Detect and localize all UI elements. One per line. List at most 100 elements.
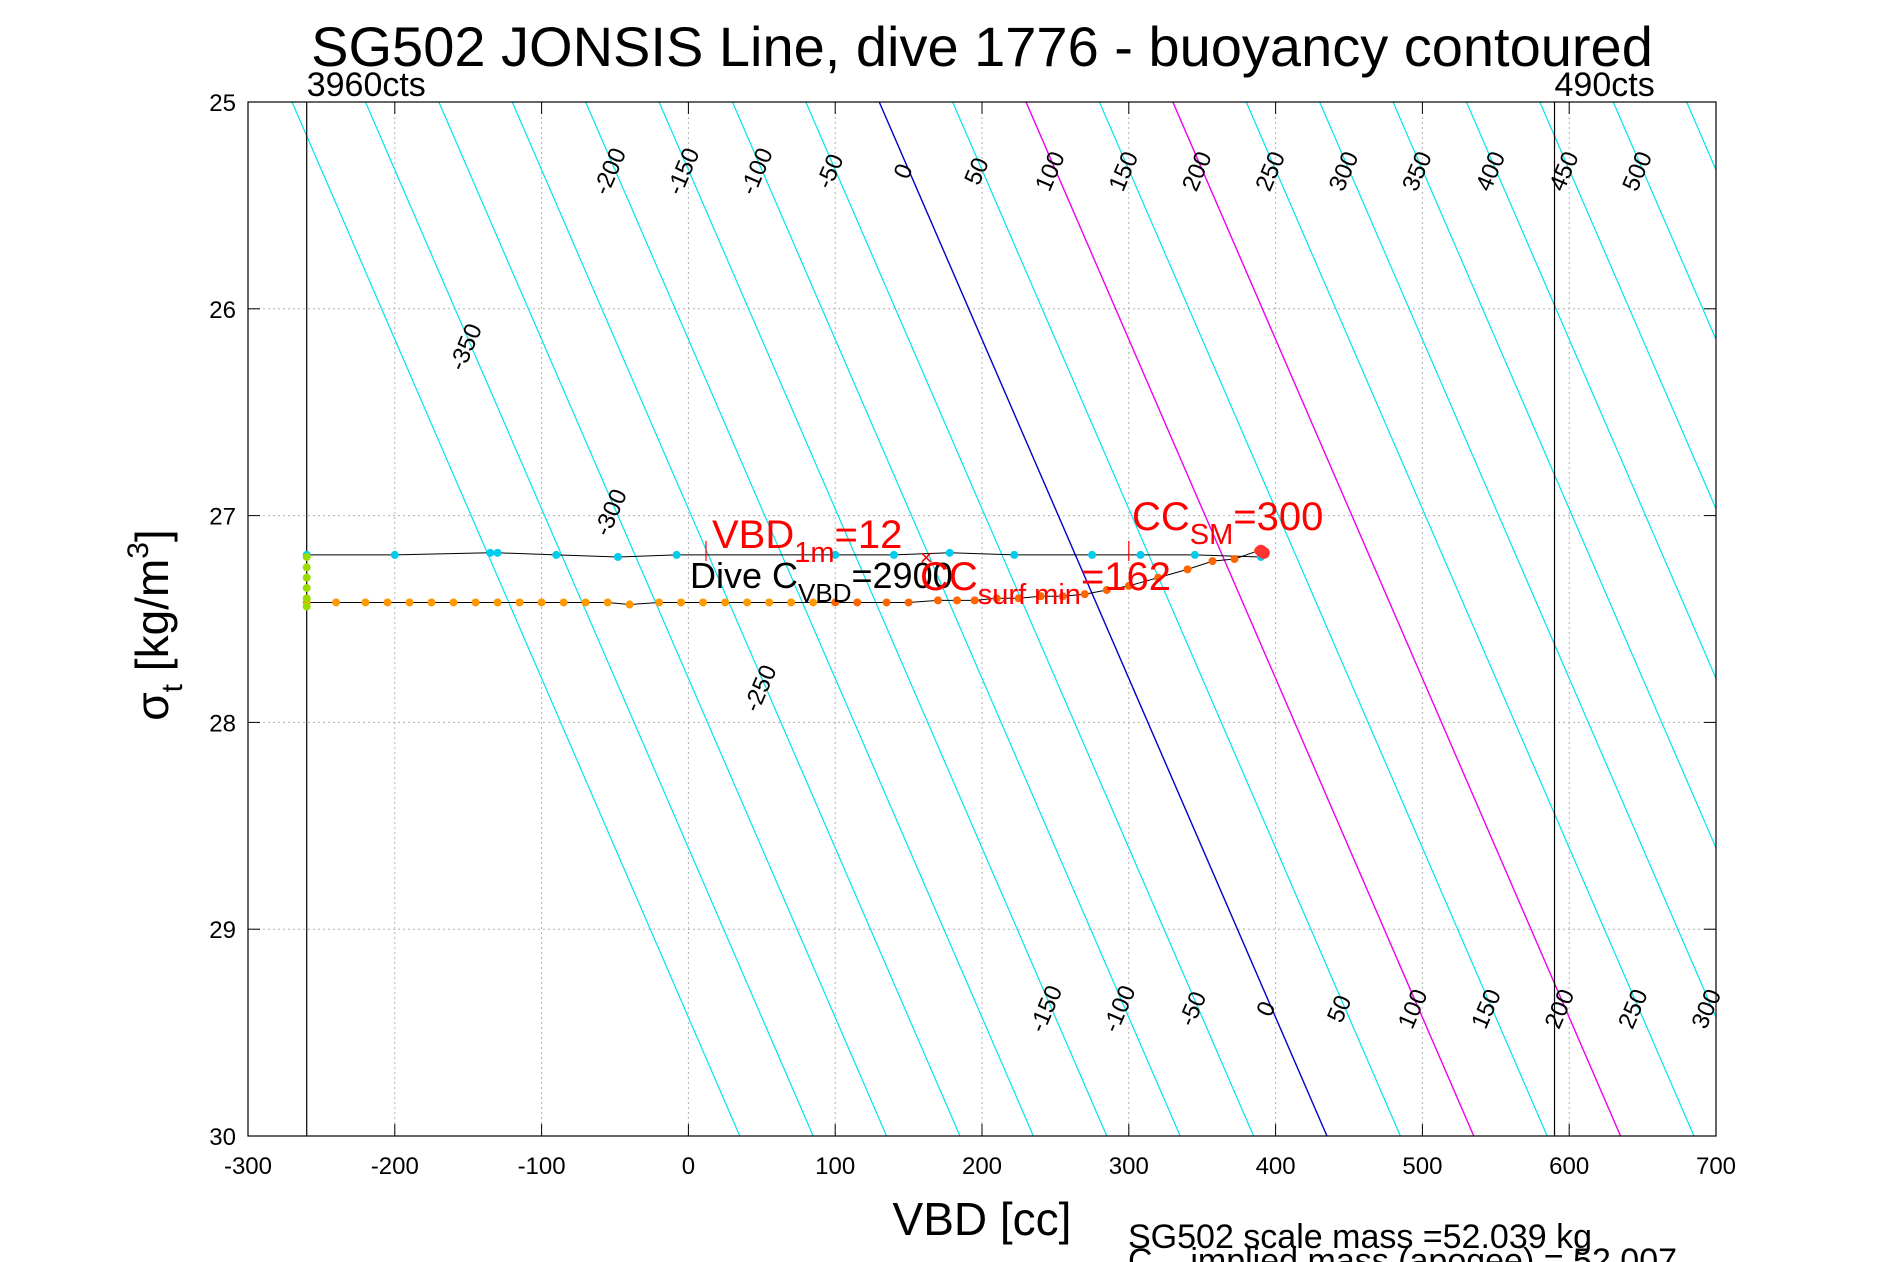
annotation-cc_surfmin: CCsurf min=162 xyxy=(920,555,1171,611)
y-axis-label-rest: [kg/m xyxy=(126,559,178,684)
data-point-climb xyxy=(1010,550,1019,559)
data-point-dive-deep xyxy=(1080,590,1089,599)
x-tick-label: -100 xyxy=(518,1153,566,1180)
data-point-dive xyxy=(603,598,612,607)
limit-label: 490cts xyxy=(1555,66,1655,104)
data-point-dive-deep xyxy=(1058,592,1067,601)
data-point-dive-deep xyxy=(882,598,891,607)
annotation-value: =12 xyxy=(835,513,903,557)
contour-line xyxy=(364,102,814,1136)
y-axis-label-close: ] xyxy=(126,529,178,542)
data-point-dive xyxy=(427,598,436,607)
x-axis-label: VBD [cc] xyxy=(893,1193,1072,1245)
y-tick-label: 27 xyxy=(209,504,236,531)
x-tick-label: 0 xyxy=(682,1153,695,1180)
annotation-value: =2900 xyxy=(852,555,953,596)
data-point-apogee xyxy=(1257,546,1270,559)
contour-line xyxy=(878,102,1328,1136)
data-point-dive-deep xyxy=(853,598,862,607)
annotation-ccsm: CCSM=300 xyxy=(1132,495,1323,551)
data-point-dive xyxy=(765,598,774,607)
contour-line xyxy=(731,102,1181,1136)
data-point-dive-deep xyxy=(1230,555,1239,564)
x-tick-label: 200 xyxy=(962,1153,1002,1180)
data-point-surface xyxy=(302,594,311,603)
footer-implied-mass-rest: implied mass (apogee) = 52.007 xyxy=(1153,1242,1677,1262)
annotation-sub: VBD xyxy=(798,578,851,608)
annotation-main: CC xyxy=(920,555,978,599)
data-point-dive xyxy=(515,598,524,607)
annotation-main: CC xyxy=(1132,495,1190,539)
data-point-dive xyxy=(537,598,546,607)
data-point-dive-deep xyxy=(1036,592,1045,601)
annotation-value: =300 xyxy=(1233,495,1323,539)
contour-line xyxy=(1686,102,1716,172)
contour-line xyxy=(1392,102,1716,850)
data-point-surface xyxy=(302,563,311,572)
footer-scale-mass: SG502 scale mass =52.039 kg xyxy=(1128,1218,1592,1256)
x-tick-label: 400 xyxy=(1256,1153,1296,1180)
data-point-dive-deep xyxy=(1154,573,1163,582)
contour-line xyxy=(438,102,888,1136)
data-point-climb xyxy=(889,550,898,559)
y-tick-label: 28 xyxy=(209,710,236,737)
data-point-climb xyxy=(390,550,399,559)
x-tick-label: 300 xyxy=(1109,1153,1149,1180)
data-point-dive-deep xyxy=(831,598,840,607)
data-point-dive-deep xyxy=(1183,565,1192,574)
contour-line xyxy=(952,102,1401,1136)
annotation-value: =162 xyxy=(1081,555,1171,599)
data-point-dive xyxy=(449,598,458,607)
data-point-climb xyxy=(672,550,681,559)
data-point-dive xyxy=(361,598,370,607)
contour-line xyxy=(585,102,1034,1136)
data-point-dive xyxy=(655,598,664,607)
annotation-main: Dive C xyxy=(690,555,798,596)
data-point-climb xyxy=(1088,550,1097,559)
buoyancy-contours xyxy=(291,102,1716,1136)
data-point-dive-deep xyxy=(1102,586,1111,595)
contour-line xyxy=(511,102,961,1136)
x-tick-label: -300 xyxy=(224,1153,272,1180)
y-tick-label: 29 xyxy=(209,917,236,944)
data-point-dive xyxy=(471,598,480,607)
chart-title: SG502 JONSIS Line, dive 1776 - buoyancy … xyxy=(311,15,1653,78)
x-tick-label: -200 xyxy=(371,1153,419,1180)
x-tick-label: 600 xyxy=(1549,1153,1589,1180)
data-point-climb xyxy=(945,548,954,557)
data-point-surface xyxy=(302,552,311,561)
data-point-dive xyxy=(743,598,752,607)
y-tick-label: 25 xyxy=(209,90,236,117)
data-point-surface xyxy=(302,583,311,592)
data-point-dive-deep xyxy=(1014,594,1023,603)
annotation-sub: 1m xyxy=(794,537,834,569)
contour-line xyxy=(658,102,1108,1136)
data-point-dive xyxy=(405,598,414,607)
limit-label: 3960cts xyxy=(307,66,426,104)
data-series xyxy=(302,544,1270,611)
contour-line xyxy=(1098,102,1548,1136)
y-axis-label: σt [kg/m3] xyxy=(122,529,189,720)
data-point-surface xyxy=(302,573,311,582)
contour-line xyxy=(1319,102,1716,1019)
data-point-dive-deep xyxy=(1124,581,1133,590)
data-point-climb xyxy=(1190,550,1199,559)
data-point-dive xyxy=(493,598,502,607)
data-point-dive-deep xyxy=(1208,557,1217,566)
x-tick-label: 100 xyxy=(815,1153,855,1180)
data-point-dive xyxy=(677,598,686,607)
annotation-main: VBD xyxy=(712,513,794,557)
contour-line xyxy=(805,102,1255,1136)
data-point-dive-deep xyxy=(933,596,942,605)
data-point-dive xyxy=(581,598,590,607)
y-tick-label: 26 xyxy=(209,297,236,324)
data-point-climb xyxy=(831,550,840,559)
annotation-dive_cvbd: Dive CVBD=2900 xyxy=(690,555,953,608)
data-point-dive xyxy=(332,598,341,607)
data-point-dive xyxy=(383,598,392,607)
y-axis-label-sub: t xyxy=(156,683,189,692)
grid-lines xyxy=(248,102,1716,1136)
axis-ticks: -300 -200 -100 0 100 200 300 400 500 600 700 25 26 27… xyxy=(209,90,1736,1180)
data-point-surface xyxy=(302,602,311,611)
